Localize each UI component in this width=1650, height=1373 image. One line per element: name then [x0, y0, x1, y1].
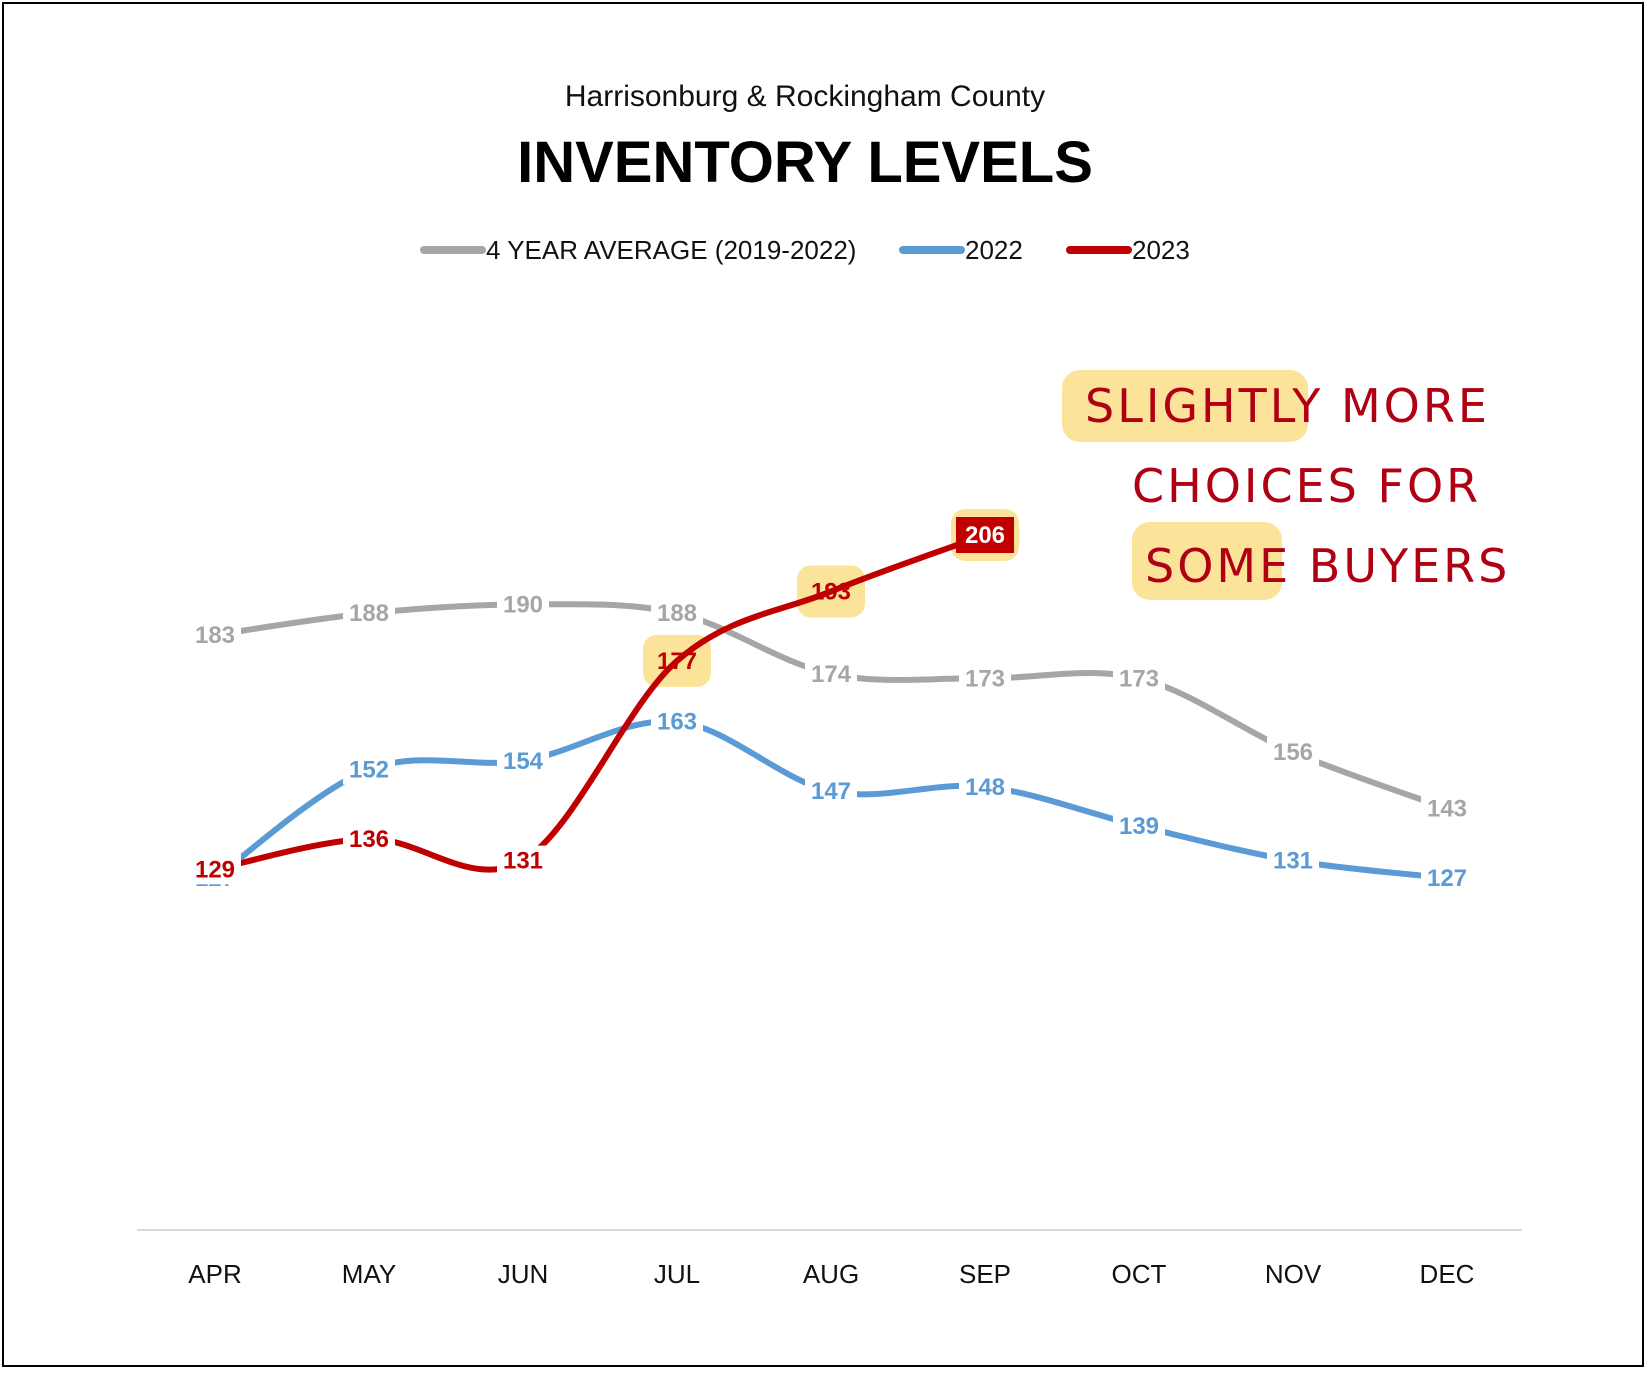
data-label-bg	[959, 771, 1011, 802]
data-label-bg	[1113, 663, 1165, 694]
data-label-bg	[1421, 863, 1473, 893]
data-label-bg	[497, 589, 549, 620]
data-label-2023: 129	[195, 856, 235, 883]
x-tick-label: NOV	[1265, 1259, 1322, 1289]
data-label-bg	[805, 658, 857, 689]
data-label-2022: 127	[1427, 865, 1467, 892]
data-label-2022: 154	[503, 748, 544, 775]
chart-title: INVENTORY LEVELS	[517, 130, 1093, 195]
x-tick-label: SEP	[959, 1259, 1011, 1289]
annotation-line-2: CHOICES FOR	[1132, 459, 1481, 513]
data-label-bg	[343, 598, 395, 629]
data-label-avg: 188	[657, 600, 697, 627]
data-label-bg	[1421, 793, 1473, 824]
data-label-2023: 131	[503, 848, 543, 875]
data-label-bg	[805, 776, 857, 807]
x-tick-label: DEC	[1420, 1259, 1475, 1289]
data-label-2022: 139	[1119, 813, 1159, 840]
annotation-highlight-2	[1132, 522, 1282, 600]
data-label-bg	[497, 745, 549, 776]
legend-label-2022: 2022	[965, 235, 1023, 265]
x-axis-ticks: APR MAY JUN JUL AUG SEP OCT NOV DEC	[188, 1259, 1474, 1289]
series-line-2023	[212, 532, 988, 873]
x-tick-label: JUL	[654, 1259, 700, 1289]
data-label-bg	[1267, 737, 1319, 768]
legend: 4 YEAR AVERAGE (2019-2022) 2022 2023	[420, 235, 1190, 265]
x-tick-label: MAY	[342, 1259, 396, 1289]
data-label-bg	[189, 619, 241, 650]
data-label-bg	[1267, 845, 1319, 876]
data-label-avg: 156	[1273, 739, 1313, 766]
data-label-avg: 174	[811, 661, 852, 688]
data-label-bg	[343, 754, 395, 785]
data-label-2022: 148	[965, 774, 1005, 801]
data-label-bg	[959, 663, 1011, 694]
handwritten-annotation: SLIGHTLY MORE CHOICES FOR SOME BUYERS	[1062, 370, 1510, 600]
x-tick-label: OCT	[1112, 1259, 1167, 1289]
data-label-avg: 173	[1119, 665, 1159, 692]
data-label-bg	[651, 598, 703, 629]
data-label-2023: 206	[965, 522, 1005, 549]
x-tick-label: APR	[188, 1259, 241, 1289]
data-label-avg: 173	[965, 665, 1005, 692]
data-label-2022: 163	[657, 709, 697, 736]
data-label-avg: 190	[503, 591, 543, 618]
annotation-line-1: SLIGHTLY MORE	[1085, 379, 1490, 433]
data-label-2022: 152	[349, 756, 389, 783]
legend-label-avg: 4 YEAR AVERAGE (2019-2022)	[486, 235, 856, 265]
data-label-bg	[1113, 810, 1165, 841]
data-label-bg	[189, 854, 241, 885]
chart-subtitle: Harrisonburg & Rockingham County	[565, 80, 1045, 113]
data-label-avg: 143	[1427, 796, 1467, 823]
data-label-2022: 131	[1273, 848, 1313, 875]
annotation-highlight-1	[1062, 370, 1308, 442]
data-label-avg: 188	[349, 600, 389, 627]
data-label-avg: 183	[195, 622, 235, 649]
annotation-line-3: SOME BUYERS	[1145, 539, 1510, 593]
legend-label-2023: 2023	[1132, 235, 1190, 265]
data-label-bg	[497, 845, 549, 876]
data-label-bg	[343, 823, 395, 854]
data-label-2022: 147	[811, 778, 851, 805]
data-label-2023: 193	[811, 578, 851, 605]
data-label-bg	[651, 706, 703, 737]
data-label-2023: 177	[657, 648, 697, 675]
data-labels: 183 188 190 188 174 173 173 156 143 127 152 154 163 1…	[189, 517, 1473, 893]
data-label-box	[956, 517, 1014, 553]
data-label-2023: 136	[349, 826, 389, 853]
x-tick-label: AUG	[803, 1259, 859, 1289]
x-tick-label: JUN	[498, 1259, 549, 1289]
